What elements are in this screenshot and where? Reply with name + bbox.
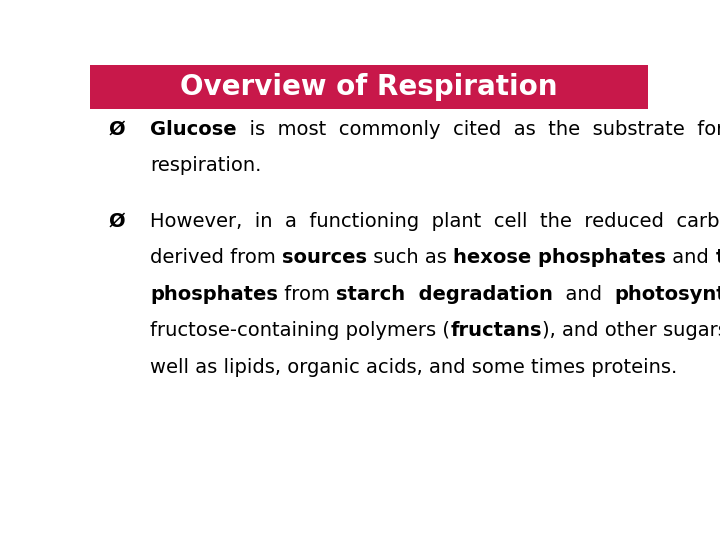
Text: phosphates: phosphates — [150, 285, 278, 304]
Text: sources: sources — [282, 248, 367, 267]
FancyBboxPatch shape — [90, 65, 648, 109]
Text: starch  degradation: starch degradation — [336, 285, 553, 304]
Text: respiration.: respiration. — [150, 157, 261, 176]
Text: such as: such as — [367, 248, 454, 267]
Text: and: and — [553, 285, 615, 304]
Text: Ø: Ø — [109, 212, 125, 231]
Text: derived from: derived from — [150, 248, 282, 267]
Text: fructans: fructans — [450, 321, 541, 340]
Text: from: from — [278, 285, 336, 304]
Text: triose: triose — [715, 248, 720, 267]
Text: Ø: Ø — [109, 120, 125, 139]
Text: fructose-containing polymers (: fructose-containing polymers ( — [150, 321, 450, 340]
Text: ), and other sugars, as: ), and other sugars, as — [541, 321, 720, 340]
Text: and: and — [666, 248, 715, 267]
Text: is  most  commonly  cited  as  the  substrate  for: is most commonly cited as the substrate … — [237, 120, 720, 139]
Text: photosynthesis: photosynthesis — [615, 285, 720, 304]
Text: hexose phosphates: hexose phosphates — [454, 248, 666, 267]
Text: Glucose: Glucose — [150, 120, 237, 139]
Text: However,  in  a  functioning  plant  cell  the  reduced  carbon  is: However, in a functioning plant cell the… — [150, 212, 720, 231]
Text: well as lipids, organic acids, and some times proteins.: well as lipids, organic acids, and some … — [150, 358, 678, 377]
Text: Overview of Respiration: Overview of Respiration — [180, 73, 558, 101]
